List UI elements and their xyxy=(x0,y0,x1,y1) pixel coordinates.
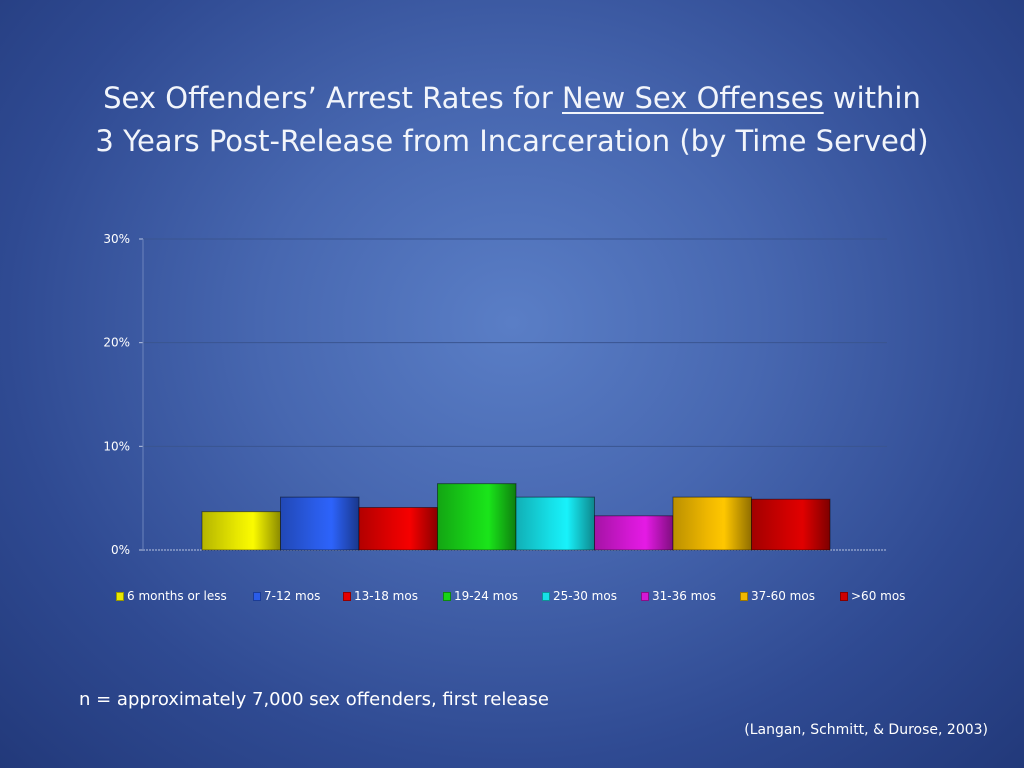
legend-label: 37-60 mos xyxy=(751,589,815,603)
legend-label: 6 months or less xyxy=(127,589,227,603)
legend-item: >60 mos xyxy=(840,589,905,603)
bar-1 xyxy=(201,511,281,551)
bar-8 xyxy=(751,498,831,551)
y-tick-label: 10% xyxy=(103,439,130,453)
legend-label: 7-12 mos xyxy=(264,589,321,603)
sample-size-note: n = approximately 7,000 sex offenders, f… xyxy=(79,689,549,710)
legend-swatch xyxy=(253,591,261,601)
legend-item: 19-24 mos xyxy=(443,589,518,603)
y-tick-label: 20% xyxy=(103,336,130,350)
bar-3 xyxy=(358,506,438,551)
title-underlined-text: New Sex Offenses xyxy=(562,81,824,115)
legend-item: 7-12 mos xyxy=(253,589,320,603)
legend-item: 25-30 mos xyxy=(542,589,617,603)
legend-label: 13-18 mos xyxy=(354,589,418,603)
legend-label: 19-24 mos xyxy=(454,589,518,603)
legend-swatch xyxy=(740,591,748,601)
bar-7 xyxy=(672,496,752,551)
slide-title-line-2: 3 Years Post-Release from Incarceration … xyxy=(95,124,929,158)
citation: (Langan, Schmitt, & Durose, 2003) xyxy=(744,722,988,738)
legend-label: 31-36 mos xyxy=(652,589,716,603)
y-tick-label: 0% xyxy=(111,543,130,557)
legend-swatch xyxy=(343,591,351,601)
legend-label: 25-30 mos xyxy=(553,589,617,603)
slide-title-line-1: Sex Offenders’ Arrest Rates for New Sex … xyxy=(40,78,984,118)
y-tick-label: 30% xyxy=(103,232,130,246)
bar-6 xyxy=(594,515,674,551)
legend-item: 31-36 mos xyxy=(641,589,716,603)
legend-item: 37-60 mos xyxy=(740,589,815,603)
legend-item: 6 months or less xyxy=(116,589,227,603)
legend-label: >60 mos xyxy=(851,589,906,603)
bar-2 xyxy=(280,496,360,551)
legend-swatch xyxy=(443,591,451,601)
legend-item: 13-18 mos xyxy=(343,589,418,603)
chart-legend: 6 months or less 7-12 mos 13-18 mos 19-24 m… xyxy=(0,589,1024,609)
bar-4 xyxy=(437,483,517,551)
legend-swatch xyxy=(641,591,649,601)
legend-swatch xyxy=(542,591,550,601)
legend-swatch xyxy=(840,591,848,601)
legend-swatch xyxy=(116,591,124,601)
bar-5 xyxy=(515,496,595,551)
title-pre-text: Sex Offenders’ Arrest Rates for xyxy=(103,81,562,115)
title-post-text: within xyxy=(823,81,921,115)
